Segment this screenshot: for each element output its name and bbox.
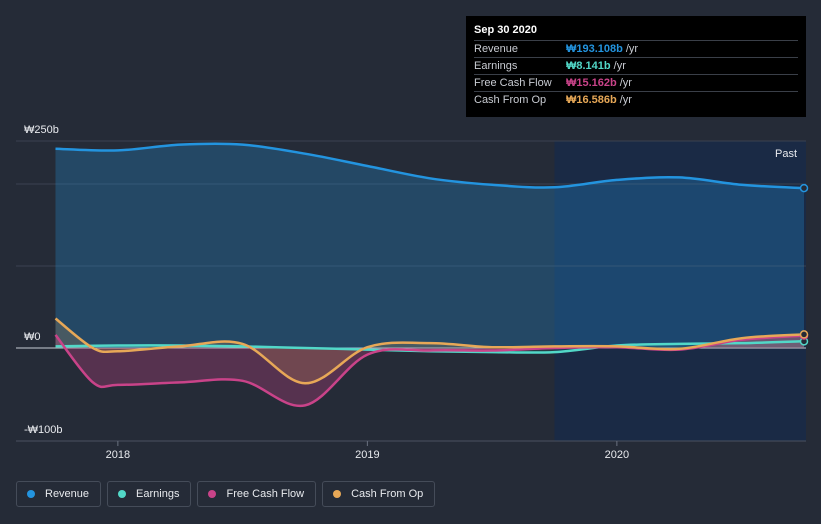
past-region — [554, 141, 806, 441]
revenue-endpoint — [799, 183, 809, 193]
legend-label: Revenue — [45, 488, 90, 500]
legend-item-cash-from-op[interactable]: Cash From Op — [322, 481, 436, 507]
revenue-line — [55, 142, 805, 190]
legend: Revenue Earnings Free Cash Flow Cash From O… — [16, 481, 436, 507]
tooltip-row: Earnings ₩8.141b/yr — [474, 58, 798, 75]
x-tick-label: 2018 — [106, 449, 130, 461]
free-cash-flow-area — [55, 334, 804, 406]
legend-dot-icon — [27, 490, 35, 498]
tooltip-label: Revenue — [474, 43, 519, 55]
legend-item-free-cash-flow[interactable]: Free Cash Flow — [197, 481, 317, 507]
legend-dot-icon — [333, 490, 342, 498]
x-tick-label: 2019 — [355, 449, 379, 461]
y-tick-label: ₩250b — [24, 124, 59, 136]
past-label: Past — [775, 148, 797, 160]
legend-item-revenue[interactable]: Revenue — [16, 481, 102, 507]
cash-from-op-endpoint — [799, 330, 809, 339]
tooltip-value: ₩15.162b — [566, 77, 617, 89]
legend-label: Earnings — [136, 488, 180, 500]
x-tick-label: 2020 — [605, 449, 629, 461]
tooltip-row: Cash From Op ₩16.586b/yr — [474, 92, 798, 108]
tooltip-date: Sep 30 2020 — [474, 24, 798, 41]
legend-dot-icon — [208, 490, 217, 498]
tooltip-row: Free Cash Flow ₩15.162b/yr — [474, 75, 798, 92]
tooltip-row: Revenue ₩193.108b/yr — [474, 41, 798, 58]
revenue-area — [55, 143, 804, 348]
legend-item-earnings[interactable]: Earnings — [107, 481, 192, 507]
tooltip-label: Free Cash Flow — [474, 77, 552, 89]
y-tick-label: ₩0 — [24, 331, 41, 343]
tooltip-label: Cash From Op — [474, 94, 547, 106]
cash-from-op-line — [54, 317, 805, 385]
tooltip-unit: /yr — [625, 43, 639, 55]
tooltip-value: ₩193.108b — [566, 43, 623, 55]
y-tick-label: -₩100b — [24, 424, 63, 436]
tooltip-unit: /yr — [619, 94, 632, 106]
data-tooltip: Sep 30 2020 Revenue ₩193.108b/yr Earnings ₩… — [466, 16, 806, 117]
legend-label: Cash From Op — [351, 488, 424, 500]
tooltip-unit: /yr — [619, 77, 632, 89]
tooltip-value: ₩16.586b — [566, 94, 617, 106]
tooltip-value: ₩8.141b — [566, 60, 611, 72]
legend-dot-icon — [118, 490, 127, 498]
tooltip-label: Earnings — [474, 60, 518, 72]
legend-label: Free Cash Flow — [226, 488, 305, 500]
tooltip-unit: /yr — [613, 60, 626, 72]
